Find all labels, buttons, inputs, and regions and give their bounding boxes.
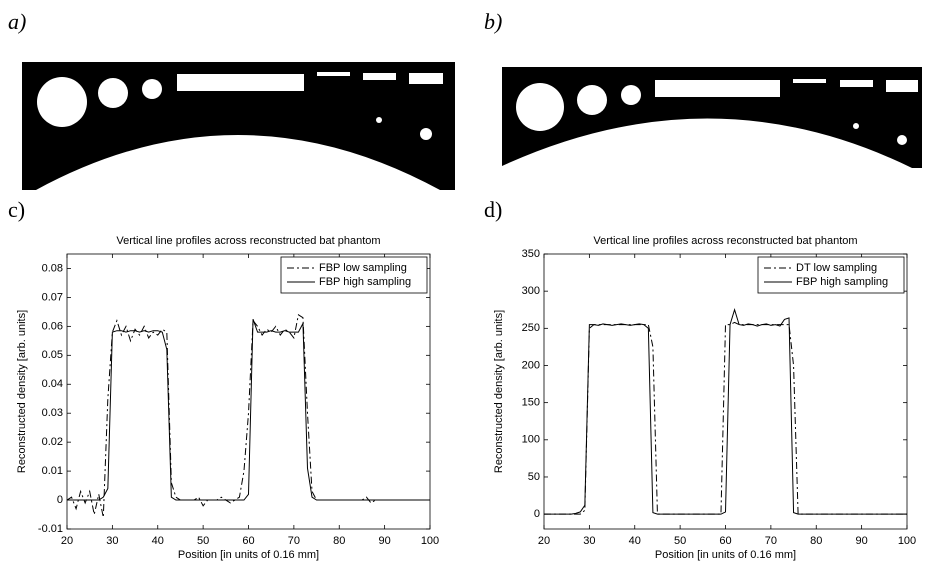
y-tick-label: 0.02 xyxy=(42,436,63,448)
x-tick-label: 100 xyxy=(421,535,439,547)
x-tick-label: 100 xyxy=(898,535,916,547)
x-tick-label: 90 xyxy=(379,535,391,547)
x-tick-label: 30 xyxy=(106,535,118,547)
x-tick-label: 50 xyxy=(674,535,686,547)
x-tick-label: 40 xyxy=(629,535,641,547)
plot-frame xyxy=(544,254,907,529)
chart-title: Vertical line profiles across reconstruc… xyxy=(593,235,857,247)
y-tick-label: 0.08 xyxy=(42,262,63,274)
page: a) b) c) d) Vertical line profiles acros… xyxy=(0,0,931,562)
panel-label: a) xyxy=(8,9,26,34)
x-tick-label: 80 xyxy=(810,535,822,547)
y-tick-label: 250 xyxy=(522,322,540,334)
y-tick-label: 0.04 xyxy=(42,378,63,390)
panel-label: b) xyxy=(484,9,502,34)
figure: a) b) c) d) Vertical line profiles acros… xyxy=(0,0,931,562)
x-tick-label: 30 xyxy=(583,535,595,547)
y-tick-label: 0.01 xyxy=(42,465,63,477)
panel-label: d) xyxy=(484,197,502,222)
x-tick-label: 60 xyxy=(719,535,731,547)
y-tick-label: 0 xyxy=(57,494,63,506)
x-tick-label: 50 xyxy=(197,535,209,547)
legend-label: FBP low sampling xyxy=(319,262,407,274)
y-tick-label: 300 xyxy=(522,285,540,297)
y-tick-label: 0.05 xyxy=(42,349,63,361)
x-axis-label: Position [in units of 0.16 mm] xyxy=(655,549,796,561)
y-tick-label: 100 xyxy=(522,434,540,446)
y-tick-label: 150 xyxy=(522,397,540,409)
chart-title: Vertical line profiles across reconstruc… xyxy=(116,235,380,247)
phantom-image xyxy=(22,62,455,190)
y-axis-label: Reconstructed density [arb. units] xyxy=(16,310,28,473)
x-tick-label: 90 xyxy=(856,535,868,547)
y-tick-label: 0.06 xyxy=(42,320,63,332)
phantom-image xyxy=(502,67,922,168)
legend-label: DT low sampling xyxy=(796,262,877,274)
y-tick-label: -0.01 xyxy=(38,523,63,535)
y-tick-label: 350 xyxy=(522,248,540,260)
y-tick-label: 50 xyxy=(528,471,540,483)
y-axis-label: Reconstructed density [arb. units] xyxy=(493,310,505,473)
data-line xyxy=(544,322,907,514)
x-tick-label: 80 xyxy=(333,535,345,547)
y-tick-label: 0 xyxy=(534,508,540,520)
y-tick-label: 0.03 xyxy=(42,407,63,419)
x-tick-label: 40 xyxy=(152,535,164,547)
x-tick-label: 60 xyxy=(242,535,254,547)
legend-label: FBP high sampling xyxy=(796,276,888,288)
legend-label: FBP high sampling xyxy=(319,276,411,288)
x-tick-label: 70 xyxy=(288,535,300,547)
x-tick-label: 20 xyxy=(538,535,550,547)
y-tick-label: 0.07 xyxy=(42,291,63,303)
x-tick-label: 20 xyxy=(61,535,73,547)
x-tick-label: 70 xyxy=(765,535,777,547)
panel-label: c) xyxy=(8,197,25,222)
y-tick-label: 200 xyxy=(522,359,540,371)
x-axis-label: Position [in units of 0.16 mm] xyxy=(178,549,319,561)
